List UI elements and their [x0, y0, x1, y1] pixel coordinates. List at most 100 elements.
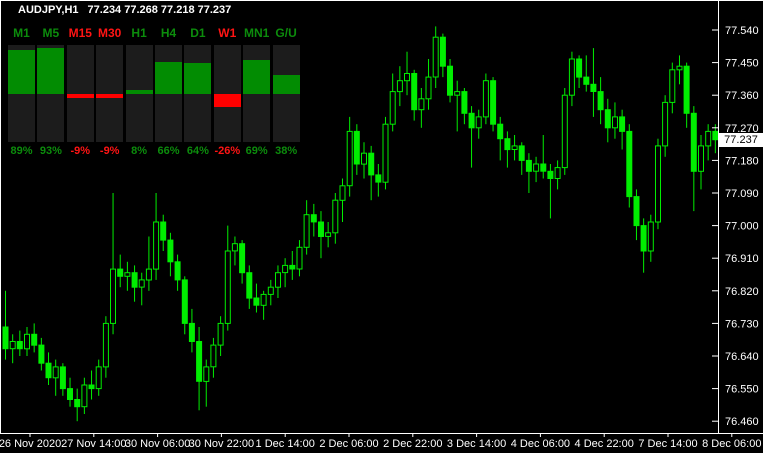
- candle: [590, 48, 597, 117]
- candle-body: [102, 322, 109, 368]
- candle-body: [289, 264, 296, 270]
- candle: [325, 222, 332, 248]
- price-axis-label: 77.000: [725, 221, 759, 233]
- strength-bar: [243, 45, 271, 142]
- price-axis[interactable]: 77.540 77.450 77.360 77.270 77.180 77.090 77.0…: [712, 25, 759, 428]
- candle-body: [138, 279, 145, 288]
- candle-body: [404, 73, 410, 82]
- candle-body: [533, 163, 540, 172]
- candle: [167, 232, 174, 277]
- candle: [253, 283, 260, 313]
- price-axis-label: 76.730: [725, 318, 759, 330]
- timeframe-column-M15: M15 -9%: [66, 26, 94, 158]
- strength-value: -9%: [70, 145, 91, 157]
- candle-body: [310, 214, 317, 223]
- candle-body: [439, 36, 446, 67]
- candle-body: [353, 130, 360, 165]
- candle-body: [282, 264, 289, 274]
- candle-body: [231, 243, 238, 252]
- candle: [231, 236, 238, 266]
- candle-body: [475, 116, 482, 129]
- candle-body: [547, 170, 554, 180]
- candle: [439, 33, 446, 78]
- candle-body: [468, 112, 475, 129]
- candle: [418, 88, 425, 128]
- candle: [275, 265, 281, 298]
- candle-body: [253, 297, 260, 306]
- ohlc-readout: 77.234 77.268 77.218 77.237: [87, 4, 232, 16]
- window-top-border: [0, 0, 763, 1]
- candle: [339, 178, 346, 222]
- candle-body: [447, 65, 453, 96]
- strength-value: 64%: [186, 145, 209, 157]
- chart-title: AUDJPY,H1 77.234 77.268 77.218 77.237: [18, 4, 231, 16]
- candle-body: [633, 196, 640, 227]
- candle: [102, 316, 109, 378]
- strength-bar-fill: [8, 50, 35, 94]
- time-axis-label: 4 Dec 22:00: [575, 438, 634, 450]
- candle: [289, 251, 296, 280]
- candle-body: [110, 268, 116, 324]
- candle: [16, 330, 23, 356]
- candle-body: [260, 293, 267, 306]
- candle: [296, 240, 303, 277]
- candle-body: [196, 341, 203, 382]
- price-axis-label: 76.820: [725, 286, 759, 298]
- strength-value: 38%: [275, 145, 298, 157]
- candle: [145, 236, 152, 291]
- candle-body: [318, 221, 324, 237]
- candle: [396, 66, 403, 107]
- candle-body: [525, 159, 532, 172]
- candle: [432, 26, 439, 88]
- candle: [67, 377, 73, 407]
- candle-body: [131, 272, 138, 288]
- timeframe-column-H4: H4 66%: [155, 26, 182, 158]
- strength-bar-fill: [272, 75, 300, 94]
- candle: [626, 124, 633, 208]
- candle: [38, 337, 45, 371]
- candle: [447, 59, 453, 103]
- candle-body: [561, 94, 568, 169]
- price-axis-label: 77.180: [725, 155, 759, 167]
- candle: [310, 203, 317, 237]
- candle-body: [698, 145, 704, 172]
- candle: [690, 106, 697, 212]
- strength-bar-fill: [184, 62, 212, 94]
- candle: [52, 359, 59, 396]
- candle: [461, 88, 468, 125]
- candle-body: [203, 366, 210, 382]
- candle-body: [389, 91, 396, 125]
- time-axis-label: 4 Dec 06:00: [511, 438, 570, 450]
- candle-body: [375, 174, 382, 183]
- candle-body: [117, 268, 124, 277]
- candle: [332, 193, 339, 244]
- candle: [181, 276, 188, 335]
- candle-body: [482, 80, 489, 118]
- strength-bar: [213, 45, 241, 142]
- strength-bar-fill: [125, 90, 153, 94]
- candle: [712, 124, 719, 154]
- candle-body: [224, 250, 231, 324]
- candle: [382, 116, 389, 190]
- candle: [131, 265, 138, 302]
- strength-bar-fill: [66, 94, 94, 99]
- candle: [110, 193, 116, 335]
- strength-bar: [8, 45, 35, 142]
- timeframe-strength-panel: M1 89% M5 93% M15 -9% M30 -9% H1 8% H4 66% D1 64% W1 -2…: [8, 26, 304, 158]
- candle: [533, 156, 540, 183]
- candle-body: [511, 145, 518, 150]
- candle: [375, 164, 382, 197]
- candle: [404, 51, 410, 96]
- candle: [239, 240, 246, 284]
- strength-bar-fill: [37, 48, 65, 94]
- strength-value: 89%: [10, 145, 33, 157]
- candle: [389, 73, 396, 132]
- timeframe-label: H1: [131, 26, 147, 40]
- candle: [482, 73, 489, 125]
- candle-body: [518, 145, 525, 161]
- candle-body: [81, 384, 88, 408]
- candle: [174, 254, 181, 291]
- timeframe-label: H4: [160, 26, 177, 40]
